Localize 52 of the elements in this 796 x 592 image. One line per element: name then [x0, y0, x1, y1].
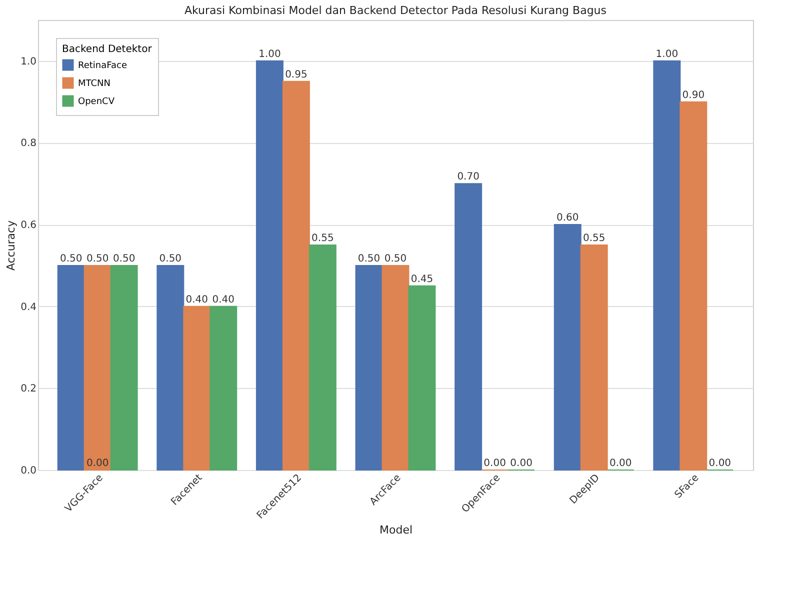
- legend-label: OpenCV: [78, 97, 116, 107]
- bar: [110, 264, 138, 470]
- y-axis-title: Accuracy: [4, 220, 18, 271]
- bar: [282, 80, 310, 470]
- bar: [183, 306, 211, 470]
- data-label: 0.50: [384, 253, 407, 264]
- bar: [580, 244, 608, 470]
- chart-title: Akurasi Kombinasi Model dan Backend Detector Pada Resolusi Kurang Bagus: [184, 4, 607, 17]
- bar: [84, 264, 112, 470]
- data-label: 0.00: [609, 458, 632, 469]
- legend-label: RetinaFace: [78, 61, 128, 71]
- data-label: 1.00: [656, 48, 678, 60]
- bar: [680, 101, 708, 470]
- y-tick-label: 0.0: [20, 466, 36, 476]
- x-axis-title: Model: [379, 524, 413, 537]
- data-label: 0.40: [186, 294, 208, 306]
- data-label: 0.00: [510, 458, 532, 469]
- data-label: 0.00: [708, 458, 732, 469]
- y-tick-label: 0.8: [20, 138, 36, 150]
- data-label: 0.50: [159, 253, 182, 264]
- bar: [57, 264, 85, 470]
- y-tick-label: 1.0: [20, 56, 36, 68]
- data-label: 0.40: [212, 294, 235, 306]
- data-label: 0.55: [582, 233, 606, 244]
- bar: [256, 60, 284, 470]
- data-label: 0.00: [484, 458, 506, 469]
- data-label: 0.95: [285, 69, 308, 80]
- bar: [382, 264, 410, 470]
- y-tick-label: 0.6: [20, 220, 36, 232]
- data-label: 0.55: [312, 233, 334, 244]
- legend-label: MTCNN: [78, 79, 110, 89]
- data-label: 1.00: [258, 48, 281, 60]
- annotation: 0.00: [86, 458, 109, 469]
- bar: [408, 285, 436, 470]
- data-label: 0.50: [86, 253, 109, 264]
- data-label: 0.50: [358, 253, 380, 264]
- data-label: 0.50: [60, 253, 82, 264]
- data-label: 0.70: [457, 172, 480, 183]
- data-label: 0.90: [682, 90, 705, 101]
- bar: [355, 264, 383, 470]
- data-label: 0.60: [556, 212, 579, 224]
- bar: [554, 224, 582, 470]
- bar: [308, 244, 336, 470]
- y-tick-label: 0.4: [20, 302, 36, 313]
- bar: [653, 60, 681, 470]
- bar: [210, 306, 238, 470]
- bar: [454, 183, 482, 470]
- data-label: 0.45: [410, 274, 434, 285]
- legend-title: Backend Detektor: [62, 44, 153, 55]
- bar: [156, 264, 184, 470]
- data-label: 0.50: [112, 253, 136, 264]
- y-tick-label: 0.2: [20, 384, 36, 395]
